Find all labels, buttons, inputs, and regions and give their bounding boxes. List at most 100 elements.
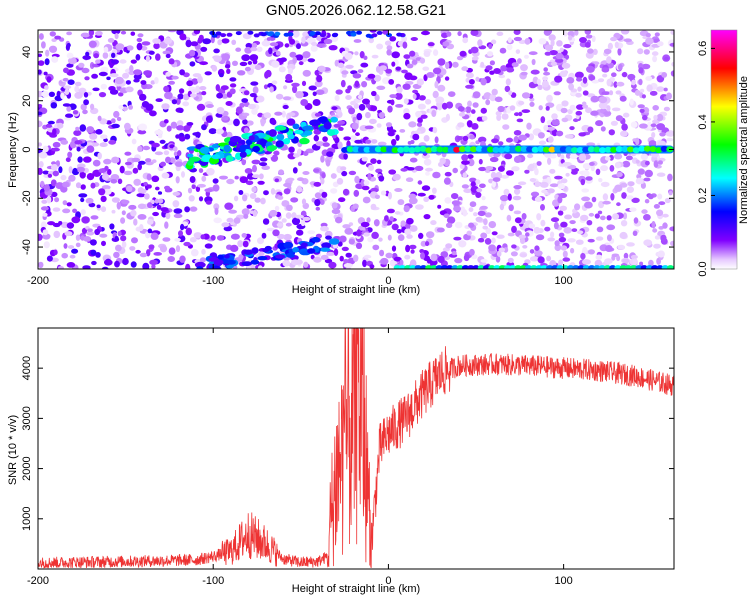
- spectrogram-cell: [480, 232, 488, 239]
- spectrogram-cell: [462, 209, 468, 217]
- spectrogram-cell: [40, 206, 49, 211]
- spectrogram-cell: [457, 136, 463, 141]
- spectrogram-dc-cell: [593, 146, 601, 153]
- spectrogram-cell: [176, 120, 184, 127]
- spectrogram-cell: [536, 161, 542, 166]
- spectrogram-cell: [409, 50, 416, 57]
- spectrogram-cell: [345, 64, 354, 69]
- spectrogram-cell: [308, 85, 317, 91]
- snr-xtick-label: -100: [202, 575, 224, 587]
- spectrogram-cell: [92, 159, 101, 167]
- spectrogram-cell: [563, 31, 568, 37]
- spectrogram-edge-cell: [215, 31, 222, 36]
- spectrogram-cell: [518, 234, 526, 240]
- spectrogram-cell: [138, 160, 146, 165]
- spectrogram-dc-cell: [576, 147, 584, 153]
- spectrogram-edge-cell: [260, 32, 267, 37]
- spectrogram-cell: [514, 217, 522, 224]
- spectrogram-cell: [397, 234, 405, 242]
- spectrogram-cell: [199, 257, 207, 263]
- spectrogram-cell: [212, 184, 220, 192]
- spectrogram-cell: [468, 79, 475, 85]
- spectrogram-cell: [640, 88, 645, 93]
- spectrogram-cell: [445, 222, 453, 228]
- spectrogram-cell: [296, 229, 304, 236]
- spectrogram-cell: [559, 70, 568, 78]
- spectrogram-cell: [485, 65, 493, 71]
- spectrogram-cell: [528, 51, 538, 56]
- spectrogram-cell: [100, 195, 107, 203]
- spectrogram-cell: [213, 55, 222, 62]
- spectrogram-cell: [143, 70, 153, 76]
- spectrogram-cell: [395, 134, 400, 141]
- spectrogram-cell: [403, 112, 411, 120]
- spectrogram-cell: [477, 237, 485, 243]
- spectrogram-cell: [657, 41, 664, 47]
- spectrogram-cell: [138, 123, 148, 131]
- spectrogram-cell: [540, 204, 545, 211]
- spectrogram-cell: [580, 214, 589, 222]
- spectrogram-cell: [475, 191, 482, 198]
- spectrogram-cell: [670, 240, 674, 247]
- spectrogram-cell: [307, 230, 316, 235]
- spectrogram-cell: [135, 249, 141, 254]
- spectrogram-cell: [317, 65, 326, 73]
- spectrogram-dc-cell: [649, 146, 657, 153]
- spectrogram-cell: [513, 36, 523, 42]
- spectrogram-cell: [511, 166, 520, 172]
- spectrogram-cell: [429, 259, 438, 266]
- spectrogram-cell: [513, 30, 521, 35]
- spectrogram-cell: [353, 254, 359, 262]
- spectrogram-cell: [567, 35, 573, 41]
- spectrogram-cell: [78, 193, 88, 198]
- spectrogram-cell: [283, 85, 288, 90]
- spectrogram-cell: [164, 185, 171, 190]
- spectrogram-cell: [582, 246, 588, 254]
- spectrogram-cell: [554, 240, 560, 247]
- spectrogram-blob: [319, 247, 331, 252]
- spectrogram-blob: [252, 145, 260, 153]
- spectrogram-cell: [263, 190, 269, 196]
- spectrogram-cell: [471, 123, 479, 130]
- spectrogram-cell: [547, 157, 552, 165]
- spectrogram-cell: [51, 147, 60, 152]
- spectrogram-cell: [652, 105, 659, 111]
- spectrogram-cell: [385, 68, 393, 74]
- spectrogram-cell: [312, 99, 321, 106]
- spectrogram-cell: [649, 90, 658, 96]
- spectrogram-cell: [162, 50, 171, 55]
- spectrogram-dc-cell: [571, 147, 578, 154]
- spectrogram-cell: [463, 188, 473, 194]
- spectrogram-cell: [160, 207, 169, 212]
- spectrogram-cell: [530, 191, 540, 197]
- spectrogram-cell: [179, 33, 187, 41]
- spectrogram-cell: [283, 233, 292, 241]
- spectrogram-cell: [426, 72, 435, 78]
- spectrogram-cell: [461, 66, 469, 72]
- spectrogram-cell: [331, 35, 339, 42]
- spectrogram-cell: [221, 53, 230, 61]
- spectrogram-blob: [301, 242, 308, 247]
- spectrogram-cell: [97, 115, 102, 122]
- spectrogram-cell: [79, 124, 87, 132]
- spectrogram-cell: [385, 252, 393, 259]
- spectrogram-cell: [590, 110, 599, 116]
- spectrogram-edge-cell: [514, 265, 522, 269]
- spectrogram-cell: [139, 224, 144, 231]
- spectrogram-cell: [432, 187, 437, 194]
- spectrogram-cell: [607, 42, 614, 50]
- spectrogram-cell: [606, 78, 612, 87]
- spectrogram-dc-cell: [537, 146, 545, 152]
- spectrogram-cell: [137, 145, 143, 153]
- spectrogram-cell: [189, 61, 196, 67]
- spectrogram-cell: [587, 48, 594, 54]
- spectrogram-cell: [321, 172, 326, 179]
- spectrogram-cell: [498, 74, 506, 79]
- spectrogram-cell: [95, 129, 103, 135]
- snr-x-ticks: -200 -100 0 100: [27, 328, 573, 587]
- spectrogram-cell: [633, 217, 639, 224]
- spectrogram-cell: [219, 175, 228, 180]
- spectrogram-cell: [130, 209, 137, 217]
- spectrogram-edge-cell: [274, 31, 281, 36]
- spectrogram-cell: [465, 106, 472, 114]
